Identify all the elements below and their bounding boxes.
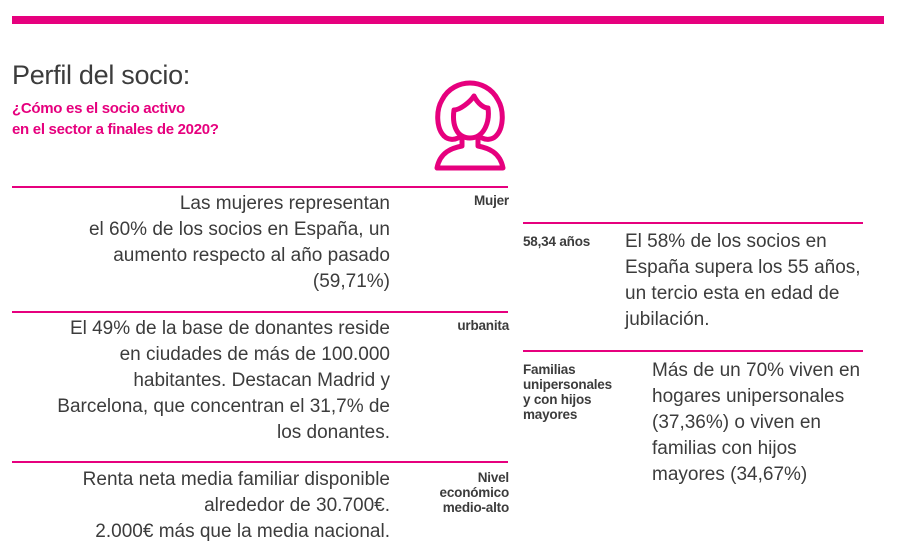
income-text: Renta neta media familiar disponible alr… <box>82 469 390 542</box>
women-text: Las mujeres representan el 60% de los so… <box>88 193 390 292</box>
urban-text: El 49% de la base de donantes reside en … <box>57 318 390 443</box>
section-divider <box>523 350 863 352</box>
section-divider <box>12 311 508 313</box>
subtitle-line: en el sector a finales de 2020? <box>12 121 219 138</box>
household-label: Familias unipersonales y con hijos mayor… <box>523 362 612 422</box>
top-accent-bar <box>12 16 884 24</box>
section-divider <box>12 186 508 188</box>
subtitle-line: ¿Cómo es el socio activo <box>12 100 185 117</box>
age-text: El 58% de los socios en España supera lo… <box>625 231 861 330</box>
urban-label: urbanita <box>457 318 509 333</box>
page-subtitle: ¿Cómo es el socio activo en el sector a … <box>12 98 219 140</box>
household-text: Más de un 70% viven en hogares uniperson… <box>652 360 861 485</box>
page-title: Perfil del socio: <box>12 60 190 90</box>
section-divider <box>523 222 863 224</box>
section-divider <box>12 461 508 463</box>
women-label: Mujer <box>473 193 509 208</box>
income-label: Nivel económico medio-alto <box>439 470 510 515</box>
woman-avatar-icon <box>434 80 506 171</box>
age-label: 58,34 años <box>523 234 591 249</box>
